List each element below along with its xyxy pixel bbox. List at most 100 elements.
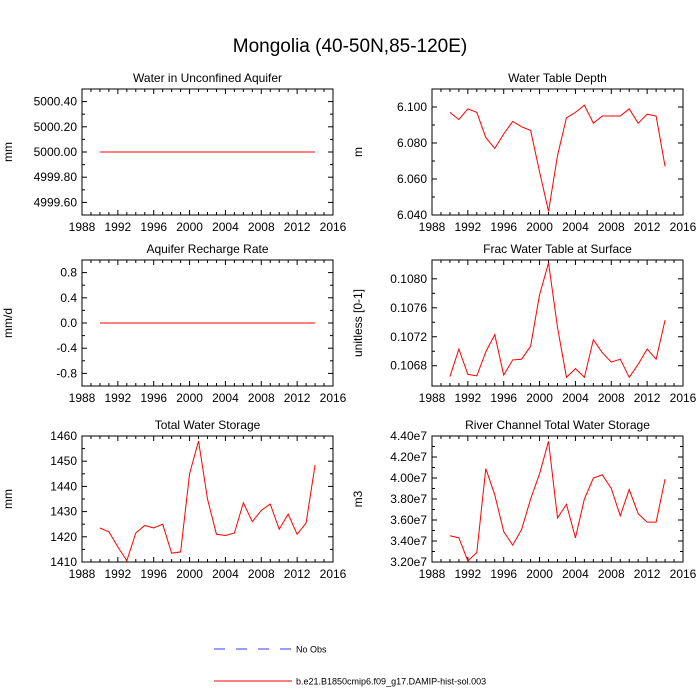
x-tick-label: 1992	[455, 220, 482, 234]
series-line-1	[449, 104, 666, 212]
x-tick-label: 2000	[176, 391, 203, 405]
y-tick-label: 4.20e7	[390, 450, 427, 464]
y-axis-label: mm	[1, 489, 15, 509]
x-tick-label: 2012	[634, 391, 661, 405]
chart-panel-4: Frac Water Table at Surface unitless [0-1…	[351, 242, 697, 405]
x-tick-label: 2000	[526, 391, 553, 405]
x-tick-label: 2004	[212, 391, 239, 405]
y-tick-label: 0.1080	[390, 272, 427, 286]
y-tick-label: 1410	[50, 555, 77, 569]
x-tick-label: 2004	[562, 391, 589, 405]
y-tick-label: 4999.60	[34, 195, 78, 209]
x-tick-label: 2012	[634, 567, 661, 581]
y-tick-label: 3.60e7	[390, 513, 427, 527]
y-axis-label: m3	[351, 490, 365, 507]
y-tick-label: 1450	[50, 454, 77, 468]
x-tick-label: 1996	[140, 391, 167, 405]
y-tick-label: 6.040	[397, 208, 427, 222]
panel-title: Total Water Storage	[155, 418, 261, 432]
y-tick-label: 4.40e7	[390, 429, 427, 443]
x-tick-label: 1988	[69, 391, 96, 405]
legend: No Obs b.e21.B1850cmip6.f09_g17.DAMIP-hi…	[214, 645, 486, 687]
chart-panel-1: Water in Unconfined Aquifer mm 1988 1992 199…	[1, 71, 347, 234]
x-tick-label: 2016	[670, 567, 697, 581]
plot-frame	[431, 435, 684, 563]
main-title: Mongolia (40-50N,85-120E)	[232, 36, 468, 57]
y-tick-label: 6.060	[397, 172, 427, 186]
panel-title: River Channel Total Water Storage	[465, 418, 650, 432]
y-tick-label: 1430	[50, 505, 77, 519]
x-tick-label: 1996	[490, 567, 517, 581]
x-tick-label: 1996	[490, 391, 517, 405]
panel-title: Water in Unconfined Aquifer	[133, 71, 282, 85]
panel-title: Frac Water Table at Surface	[483, 242, 632, 256]
y-tick-label: 0.1068	[390, 359, 427, 373]
y-tick-label: 5000.40	[34, 95, 78, 109]
x-tick-label: 1988	[69, 567, 96, 581]
x-tick-label: 2016	[670, 391, 697, 405]
y-tick-label: 1440	[50, 479, 77, 493]
x-tick-label: 2008	[598, 567, 625, 581]
x-tick-label: 1988	[419, 220, 446, 234]
y-tick-label: 6.100	[397, 100, 427, 114]
x-tick-label: 1992	[105, 567, 132, 581]
x-tick-label: 1992	[455, 567, 482, 581]
chart-panel-3: Aquifer Recharge Rate mm/d 1988 1992 1996 200…	[1, 242, 347, 405]
x-tick-label: 2012	[284, 567, 311, 581]
x-tick-label: 2012	[634, 220, 661, 234]
x-tick-label: 2008	[248, 220, 275, 234]
x-tick-label: 1992	[105, 391, 132, 405]
series-line-1	[449, 262, 666, 379]
y-axis-label: mm/d	[1, 308, 15, 338]
x-tick-label: 2004	[562, 220, 589, 234]
x-tick-label: 2012	[284, 391, 311, 405]
x-tick-label: 2008	[248, 567, 275, 581]
x-tick-label: 2008	[598, 391, 625, 405]
y-tick-label: 4.00e7	[390, 471, 427, 485]
y-tick-label: 0.4	[60, 291, 77, 305]
chart-panel-2: Water Table Depth m 1988 1992 1996 2000 2004 20…	[351, 71, 697, 234]
legend-obs-label: No Obs	[296, 645, 327, 655]
x-tick-label: 2000	[526, 567, 553, 581]
chart-panel-5: Total Water Storage mm 1988 1992 1996 2000 200…	[1, 418, 347, 581]
x-tick-label: 2004	[212, 220, 239, 234]
x-tick-label: 2000	[526, 220, 553, 234]
x-tick-label: 1992	[455, 391, 482, 405]
y-tick-label: -0.8	[56, 366, 77, 380]
y-tick-label: 1420	[50, 530, 77, 544]
y-tick-label: 0.8	[60, 266, 77, 280]
x-tick-label: 2016	[320, 220, 347, 234]
x-tick-label: 1988	[419, 391, 446, 405]
y-tick-label: 4999.80	[34, 170, 78, 184]
y-axis-label: mm	[1, 142, 15, 162]
chart-panel-6: River Channel Total Water Storage m3 1988 1…	[351, 418, 697, 581]
x-tick-label: 2008	[248, 391, 275, 405]
series-line-1	[449, 441, 666, 562]
x-tick-label: 2016	[320, 391, 347, 405]
x-tick-label: 2012	[284, 220, 311, 234]
y-tick-label: -0.4	[56, 341, 77, 355]
panel-title: Water Table Depth	[508, 71, 607, 85]
y-tick-label: 3.20e7	[390, 555, 427, 569]
y-tick-label: 5000.00	[34, 145, 78, 159]
x-tick-label: 1988	[419, 567, 446, 581]
y-tick-label: 6.080	[397, 136, 427, 150]
y-tick-label: 3.40e7	[390, 534, 427, 548]
x-tick-label: 2000	[176, 220, 203, 234]
x-tick-label: 2016	[670, 220, 697, 234]
x-tick-label: 1996	[490, 220, 517, 234]
series-line-1	[99, 440, 316, 562]
x-tick-label: 1996	[140, 567, 167, 581]
y-tick-label: 0.1076	[390, 301, 427, 315]
legend-model-label: b.e21.B1850cmip6.f09_g17.DAMIP-hist-sol.…	[296, 677, 486, 687]
x-tick-label: 2004	[562, 567, 589, 581]
y-tick-label: 5000.20	[34, 120, 78, 134]
plot-frame	[431, 259, 684, 387]
x-tick-label: 1992	[105, 220, 132, 234]
x-tick-label: 2004	[212, 567, 239, 581]
x-tick-label: 1988	[69, 220, 96, 234]
panel-title: Aquifer Recharge Rate	[146, 242, 268, 256]
y-tick-label: 0.0	[60, 316, 77, 330]
y-axis-label: m	[351, 147, 365, 157]
